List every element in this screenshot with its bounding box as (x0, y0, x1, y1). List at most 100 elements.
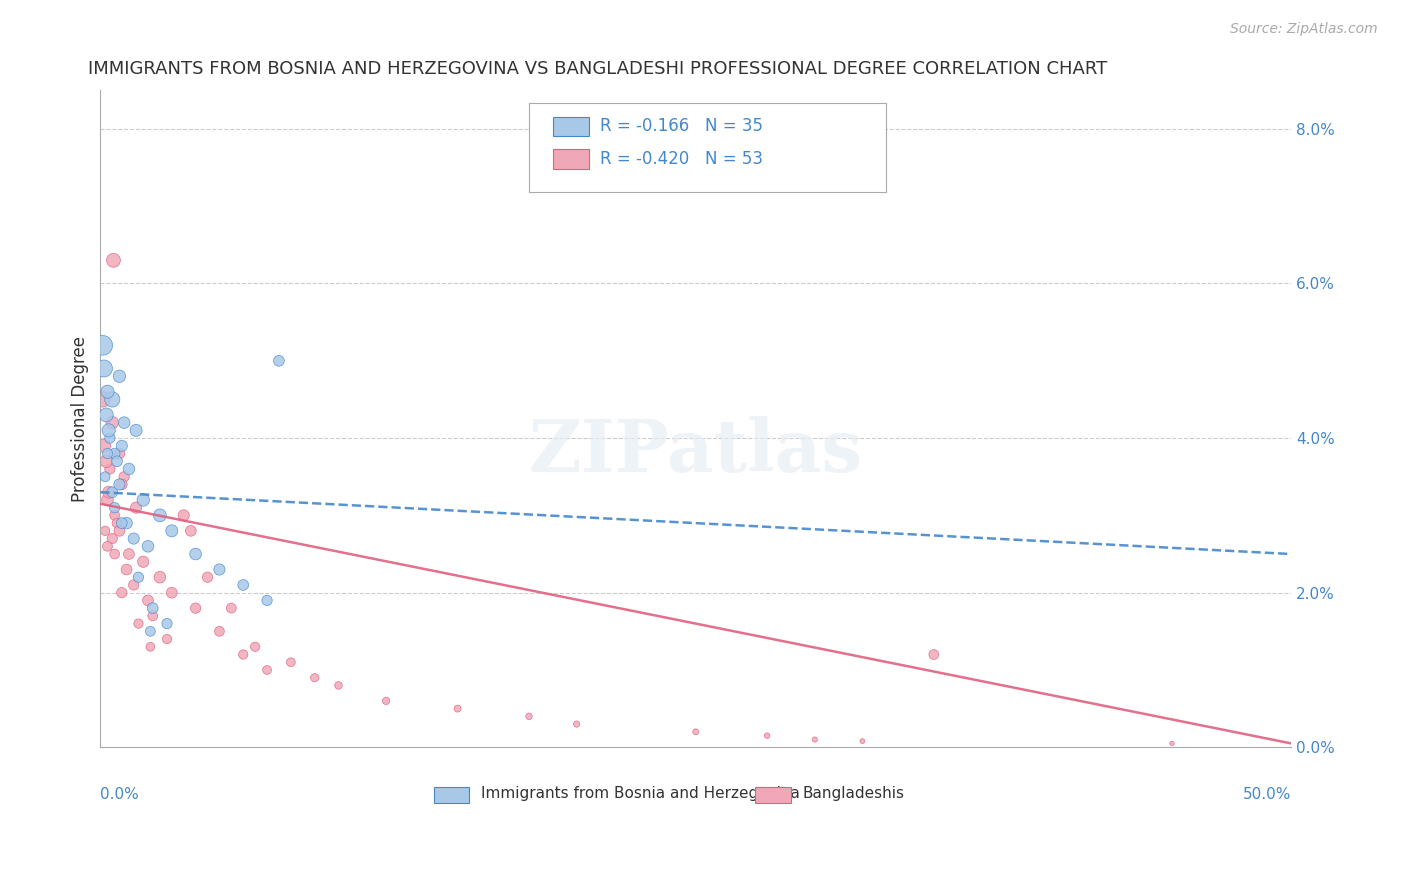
Point (149, 508, 172, 523)
Point (221, 601, 243, 615)
Point (127, 570, 149, 584)
Point (197, 570, 219, 584)
Y-axis label: Professional Degree: Professional Degree (72, 335, 89, 502)
Point (111, 516, 134, 530)
Point (208, 562, 231, 576)
Point (125, 423, 148, 437)
Point (115, 562, 138, 576)
Point (103, 253, 125, 268)
Point (149, 570, 172, 584)
Point (280, 655, 302, 669)
Text: 50.0%: 50.0% (1243, 787, 1291, 802)
Point (756, 729, 779, 743)
Text: R = -0.420   N = 53: R = -0.420 N = 53 (600, 150, 763, 169)
Point (97, 485, 120, 500)
Point (111, 585, 134, 599)
Point (136, 593, 159, 607)
Point (243, 640, 266, 654)
Point (118, 547, 141, 561)
Point (101, 416, 124, 430)
Point (142, 601, 165, 615)
Point (97, 423, 120, 437)
Point (118, 462, 141, 476)
Point (108, 477, 131, 491)
Point (98, 431, 121, 445)
Point (101, 532, 124, 546)
Point (446, 701, 468, 715)
Text: Immigrants from Bosnia and Herzegovina: Immigrants from Bosnia and Herzegovina (481, 786, 800, 801)
Point (93, 361, 115, 376)
Point (160, 585, 183, 599)
Point (122, 532, 145, 546)
Point (1161, 736, 1184, 750)
Point (132, 555, 155, 569)
Point (104, 500, 127, 515)
Point (104, 547, 127, 561)
Point (803, 732, 825, 747)
FancyBboxPatch shape (553, 117, 589, 136)
Point (108, 369, 131, 384)
FancyBboxPatch shape (553, 149, 589, 169)
Point (122, 578, 145, 592)
Point (104, 446, 127, 460)
Point (93, 439, 115, 453)
Point (156, 616, 179, 631)
Point (375, 694, 398, 708)
Point (208, 624, 231, 639)
Point (112, 469, 135, 483)
Point (127, 616, 149, 631)
Point (104, 508, 127, 523)
Point (232, 578, 254, 592)
Point (91, 338, 114, 352)
Point (96, 539, 118, 553)
Point (125, 500, 148, 515)
Point (101, 485, 124, 500)
Point (304, 671, 326, 685)
Point (105, 516, 128, 530)
Point (96, 384, 118, 399)
Point (328, 678, 350, 692)
Point (112, 416, 135, 430)
Point (94, 469, 117, 483)
Point (685, 724, 707, 739)
Text: ZIPatlas: ZIPatlas (529, 416, 863, 487)
Text: R = -0.166   N = 35: R = -0.166 N = 35 (600, 118, 763, 136)
Point (101, 392, 124, 407)
Point (180, 524, 202, 538)
Point (111, 439, 134, 453)
Point (565, 717, 588, 731)
Point (105, 454, 128, 468)
Text: IMMIGRANTS FROM BOSNIA AND HERZEGOVINA VS BANGLADESHI PROFESSIONAL DEGREE CORREL: IMMIGRANTS FROM BOSNIA AND HERZEGOVINA V… (89, 60, 1108, 78)
Point (922, 648, 945, 662)
Text: 0.0%: 0.0% (100, 787, 139, 802)
Point (173, 508, 195, 523)
Text: Source: ZipAtlas.com: Source: ZipAtlas.com (1230, 22, 1378, 37)
Point (96, 408, 118, 422)
Point (232, 648, 254, 662)
Text: Bangladeshis: Bangladeshis (803, 786, 905, 801)
Point (139, 624, 162, 639)
Point (98, 462, 121, 476)
Point (184, 547, 207, 561)
Point (96, 454, 118, 468)
Point (139, 640, 162, 654)
Point (156, 632, 179, 646)
Point (136, 539, 159, 553)
Point (851, 734, 873, 748)
Point (108, 446, 131, 460)
Point (111, 477, 134, 491)
Point (184, 601, 207, 615)
Point (132, 492, 155, 507)
Point (160, 524, 183, 538)
Point (108, 524, 131, 538)
Point (94, 524, 117, 538)
Point (142, 608, 165, 623)
Point (256, 663, 278, 677)
Point (267, 353, 290, 368)
Point (115, 516, 138, 530)
FancyBboxPatch shape (529, 103, 886, 192)
FancyBboxPatch shape (755, 787, 792, 803)
Point (517, 709, 540, 723)
Point (96, 492, 118, 507)
Point (256, 593, 278, 607)
